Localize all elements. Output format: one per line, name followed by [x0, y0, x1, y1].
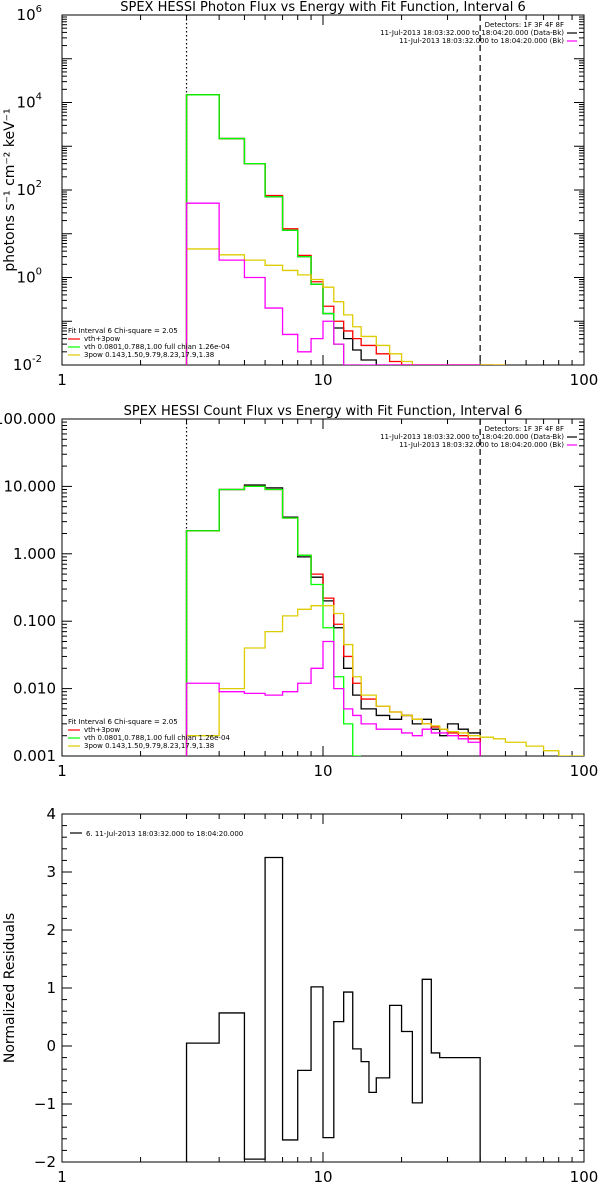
- series-data-bk: [185, 484, 481, 756]
- y-tick-label: 2: [46, 921, 56, 939]
- series-data-bk: [185, 94, 494, 365]
- legend-top-left-text: 6. 11-Jul-2013 18:03:32.000 to 18:04:20.…: [86, 830, 243, 838]
- y-tick-label: 0.001: [13, 747, 56, 765]
- legend-top-right-text: Detectors: 1F 3F 4F 8F: [485, 21, 564, 29]
- legend-bottom-left-text: vth 0.0801,0.788,1.00 full chian 1.26e-0…: [84, 343, 230, 351]
- y-tick-label: 0.100: [13, 612, 56, 630]
- y-tick-label: −2: [34, 1153, 56, 1171]
- y-tick-label: 106: [17, 4, 42, 24]
- legend-bottom-left-text: Fit Interval 6 Chi-square = 2.05: [68, 718, 178, 726]
- legend-bottom-left-text: 3pow 0.143,1.50,9.79,8.23,17.9,1.38: [84, 351, 214, 359]
- series-vth-3pow: [185, 94, 506, 365]
- y-axis-label: photons s⁻¹ cm⁻² keV⁻¹: [2, 108, 18, 271]
- y-tick-label: 104: [17, 92, 42, 112]
- x-tick-label: 100: [570, 762, 599, 780]
- chart-title: SPEX HESSI Photon Flux vs Energy with Fi…: [120, 0, 526, 15]
- chart-panel-2: 1 10 100 0.001 0.010 0.100 1.000 10.000 100.000 S…: [0, 404, 598, 780]
- x-tick-label: 10: [313, 762, 332, 780]
- series-vth: [185, 94, 362, 365]
- legend-top-right-text: 11-Jul-2013 18:03:32.000 to 18:04:20.000…: [380, 29, 564, 37]
- x-tick-label: 100: [570, 1168, 599, 1186]
- y-tick-label: 1: [46, 979, 56, 997]
- y-tick-label: 100.000: [0, 410, 56, 428]
- legend-bottom-left-text: vth 0.0801,0.788,1.00 full chian 1.26e-0…: [84, 734, 230, 742]
- y-tick-label: 102: [17, 179, 42, 199]
- series-3pow: [185, 248, 506, 365]
- x-tick-label: 10: [313, 371, 332, 389]
- legend-bottom-left-text: Fit Interval 6 Chi-square = 2.05: [68, 327, 178, 335]
- y-tick-label: 0: [46, 1037, 56, 1055]
- y-tick-label: 4: [46, 805, 56, 823]
- x-tick-label: 10: [313, 1168, 332, 1186]
- series-3pow: [185, 605, 584, 756]
- legend-top-right-text: Detectors: 1F 3F 4F 8F: [485, 425, 564, 433]
- series-bk: [185, 202, 481, 365]
- legend-bottom-left-text: vth+3pow: [84, 335, 120, 343]
- legend-top-right-text: 11-Jul-2013 18:03:32.000 to 18:04:20.000…: [380, 433, 564, 441]
- y-tick-label: 10-2: [13, 354, 42, 374]
- y-tick-label: 10.000: [4, 477, 57, 495]
- legend-top-right-text: 11-Jul-2013 18:03:32.000 to 18:04:20.000…: [399, 37, 564, 45]
- series-vth-3pow: [185, 485, 481, 756]
- series-6-11-jul-2013-18-03-32-000-to-18-04-20-000: [185, 856, 481, 1162]
- x-tick-label: 1: [57, 1168, 67, 1186]
- chart-panel-3: 1 10 100 −2 −1 0 1 2 3 4 Normalized Residuals 6. 11…: [2, 805, 598, 1186]
- x-tick-label: 1: [57, 762, 67, 780]
- x-tick-label: 1: [57, 371, 67, 389]
- x-tick-label: 100: [570, 371, 599, 389]
- series-vth: [185, 485, 362, 756]
- chart-title: SPEX HESSI Count Flux vs Energy with Fit…: [124, 404, 523, 419]
- y-tick-label: 3: [46, 863, 56, 881]
- series-bk: [185, 640, 481, 756]
- y-tick-label: 1.000: [13, 545, 56, 563]
- chart-panel-1: 1 10 100 10-2 100 102 104 106 SPEX HESSI Photon …: [2, 0, 598, 389]
- y-axis-label: Normalized Residuals: [2, 913, 18, 1063]
- y-tick-label: 0.010: [13, 680, 56, 698]
- legend-bottom-left-text: vth+3pow: [84, 726, 120, 734]
- y-tick-label: 100: [17, 267, 42, 287]
- legend-bottom-left-text: 3pow 0.143,1.50,9.79,8.23,17.9,1.38: [84, 742, 214, 750]
- y-tick-label: −1: [34, 1095, 56, 1113]
- legend-top-right-text: 11-Jul-2013 18:03:32.000 to 18:04:20.000…: [399, 441, 564, 449]
